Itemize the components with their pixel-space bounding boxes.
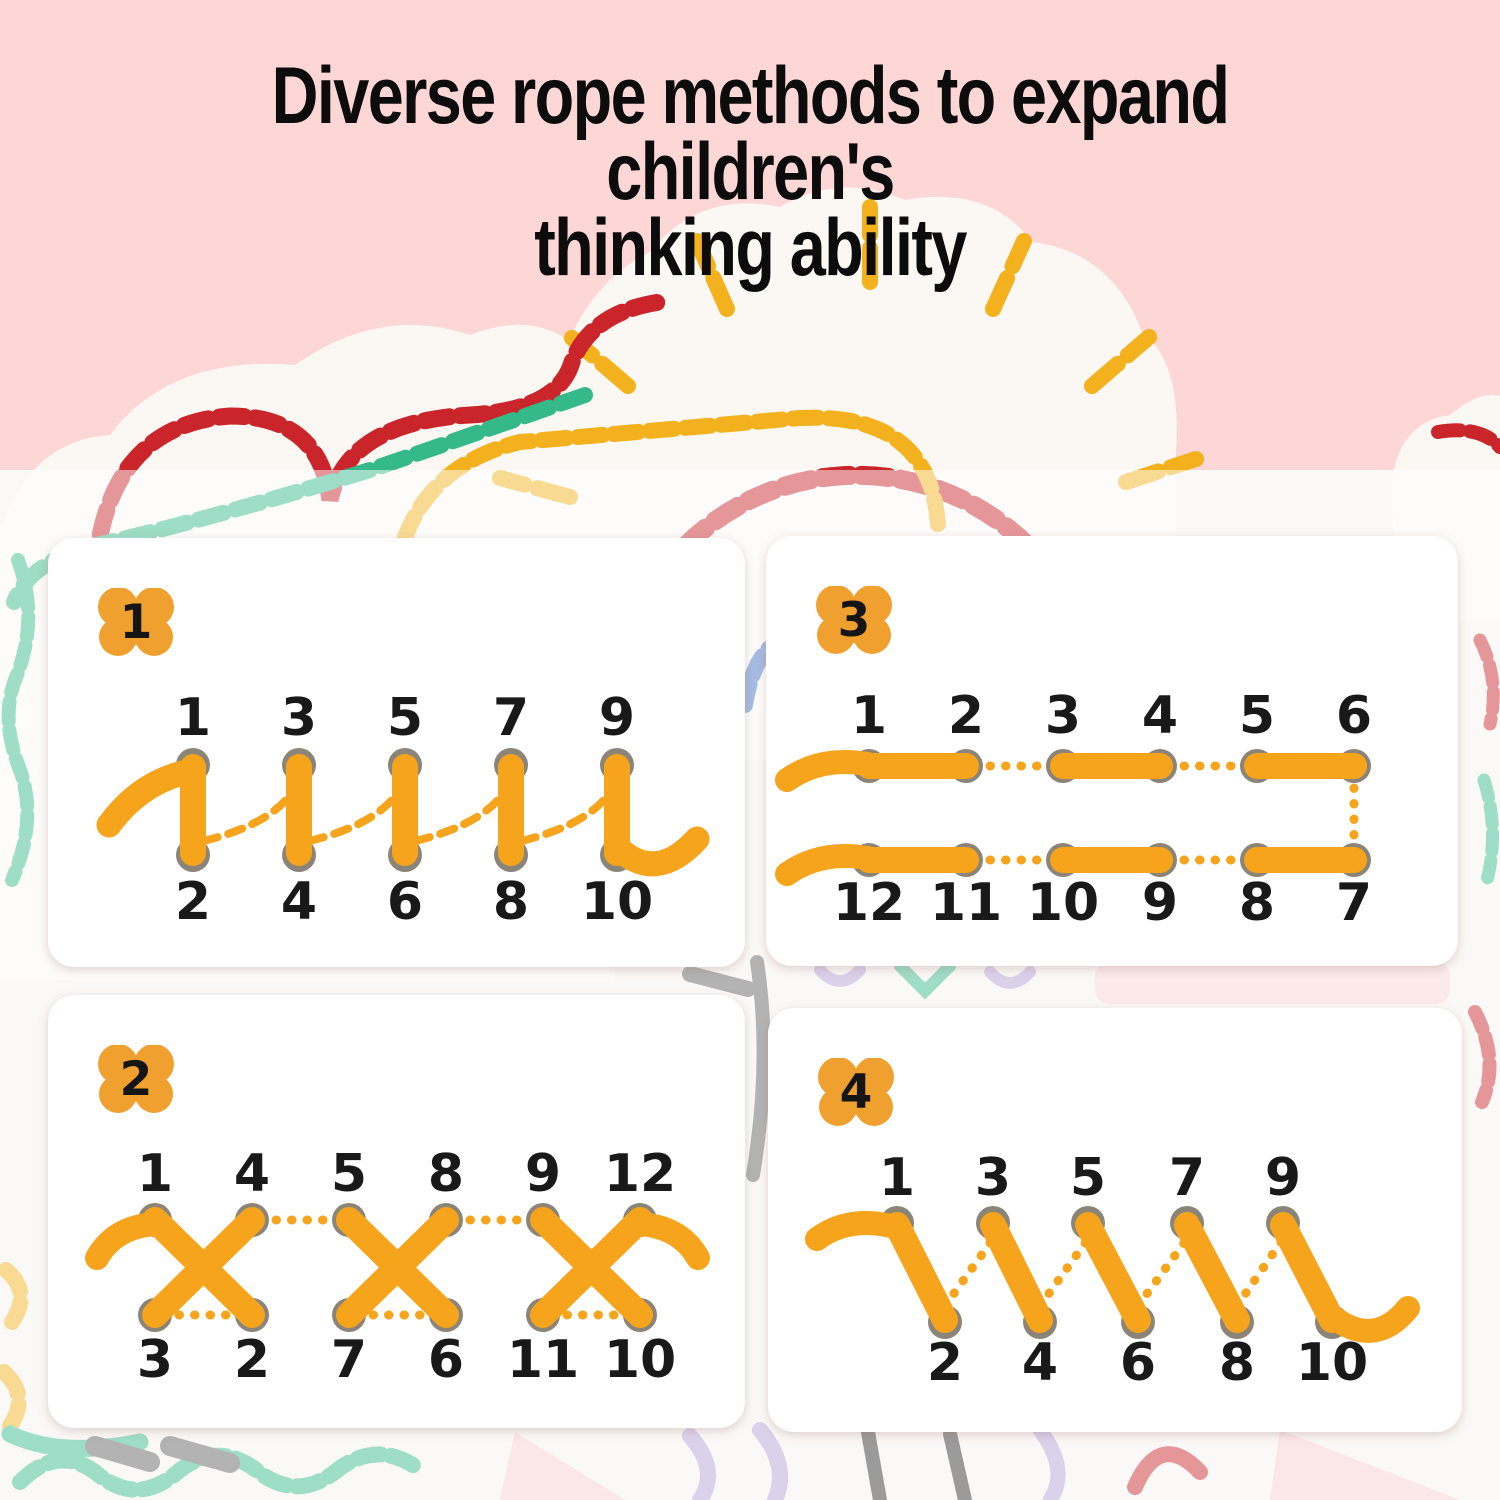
svg-text:6: 6 — [1120, 1333, 1156, 1393]
svg-text:5: 5 — [387, 688, 423, 748]
svg-text:3: 3 — [137, 1330, 173, 1390]
method-card-3: 3 1 2 3 4 5 6 12 11 10 9 8 7 — [766, 536, 1458, 966]
svg-text:12: 12 — [604, 1144, 676, 1204]
svg-text:1: 1 — [851, 686, 887, 746]
svg-text:4: 4 — [1022, 1333, 1058, 1393]
butterfly-badge — [98, 1045, 174, 1113]
svg-text:5: 5 — [331, 1144, 367, 1204]
badge-number: 4 — [839, 1064, 873, 1120]
svg-text:1: 1 — [175, 688, 211, 748]
svg-text:11: 11 — [930, 873, 1002, 933]
rope-and-eyelets — [96, 748, 710, 877]
svg-text:11: 11 — [507, 1330, 579, 1390]
svg-text:9: 9 — [599, 688, 635, 748]
method-card-2: 2 1 4 5 8 9 12 3 2 7 6 11 10 — [48, 995, 745, 1428]
svg-text:6: 6 — [1336, 686, 1372, 746]
svg-text:5: 5 — [1239, 686, 1275, 746]
badge-number: 2 — [119, 1051, 153, 1107]
svg-text:2: 2 — [175, 872, 211, 932]
svg-text:9: 9 — [1142, 873, 1178, 933]
badge-number: 3 — [837, 592, 871, 648]
butterfly-badge — [816, 586, 892, 654]
lacing-diagram-horizontal-rows: 1 2 3 4 5 612 11 10 9 8 7 — [775, 686, 1372, 933]
svg-text:9: 9 — [1265, 1148, 1301, 1208]
svg-text:6: 6 — [387, 872, 423, 932]
method-card-4: 4 1 3 5 7 9 2 4 6 8 10 — [768, 1008, 1462, 1432]
svg-text:2: 2 — [948, 686, 984, 746]
svg-text:10: 10 — [1296, 1333, 1368, 1393]
svg-text:2: 2 — [927, 1333, 963, 1393]
lacing-diagram-vertical-bars: 1 3 5 7 9 2 4 6 8 10 — [96, 688, 710, 932]
svg-text:8: 8 — [1239, 873, 1275, 933]
lacing-diagram-zigzag: 1 3 5 7 9 2 4 6 8 10 — [805, 1148, 1420, 1393]
svg-text:6: 6 — [428, 1330, 464, 1390]
number-labels: 1 2 3 4 5 612 11 10 9 8 7 — [833, 686, 1372, 933]
butterfly-badge — [818, 1058, 894, 1126]
svg-text:7: 7 — [331, 1330, 367, 1390]
svg-text:8: 8 — [1219, 1333, 1255, 1393]
svg-text:7: 7 — [1169, 1148, 1205, 1208]
svg-text:10: 10 — [604, 1330, 676, 1390]
svg-text:4: 4 — [281, 872, 317, 932]
svg-text:3: 3 — [975, 1148, 1011, 1208]
method-card-1: 1 1 3 5 7 9 2 4 6 8 10 — [48, 538, 745, 967]
number-labels: 1 3 5 7 9 2 4 6 8 10 — [879, 1148, 1368, 1393]
svg-text:1: 1 — [137, 1144, 173, 1204]
title-line-1: Diverse rope methods to expand children'… — [271, 51, 1230, 218]
lacing-diagram-cross-stitch: 1 4 5 8 9 12 3 2 7 6 11 10 — [85, 1144, 710, 1390]
svg-text:8: 8 — [493, 872, 529, 932]
svg-text:12: 12 — [833, 873, 905, 933]
svg-text:3: 3 — [281, 688, 317, 748]
svg-text:8: 8 — [428, 1144, 464, 1204]
svg-text:4: 4 — [234, 1144, 270, 1204]
svg-text:4: 4 — [1142, 686, 1178, 746]
svg-text:10: 10 — [1027, 873, 1099, 933]
butterfly-badge — [98, 588, 174, 656]
svg-text:10: 10 — [581, 872, 653, 932]
right-piece-stitch-red — [1431, 423, 1500, 454]
crown-stitch-red — [86, 293, 669, 579]
svg-text:7: 7 — [493, 688, 529, 748]
svg-text:1: 1 — [879, 1148, 915, 1208]
svg-text:5: 5 — [1070, 1148, 1106, 1208]
number-labels: 1 3 5 7 9 2 4 6 8 10 — [175, 688, 653, 932]
rope-and-eyelets — [775, 749, 1371, 886]
badge-number: 1 — [119, 594, 153, 650]
number-labels: 1 4 5 8 9 12 3 2 7 6 11 10 — [137, 1144, 676, 1390]
rope-and-eyelets — [85, 1203, 710, 1332]
svg-text:3: 3 — [1045, 686, 1081, 746]
rope-and-eyelets — [805, 1206, 1420, 1343]
page-title: Diverse rope methods to expand children'… — [150, 51, 1350, 294]
svg-text:2: 2 — [234, 1330, 270, 1390]
svg-text:9: 9 — [525, 1144, 561, 1204]
title-line-2: thinking ability — [534, 203, 967, 294]
svg-text:7: 7 — [1336, 873, 1372, 933]
